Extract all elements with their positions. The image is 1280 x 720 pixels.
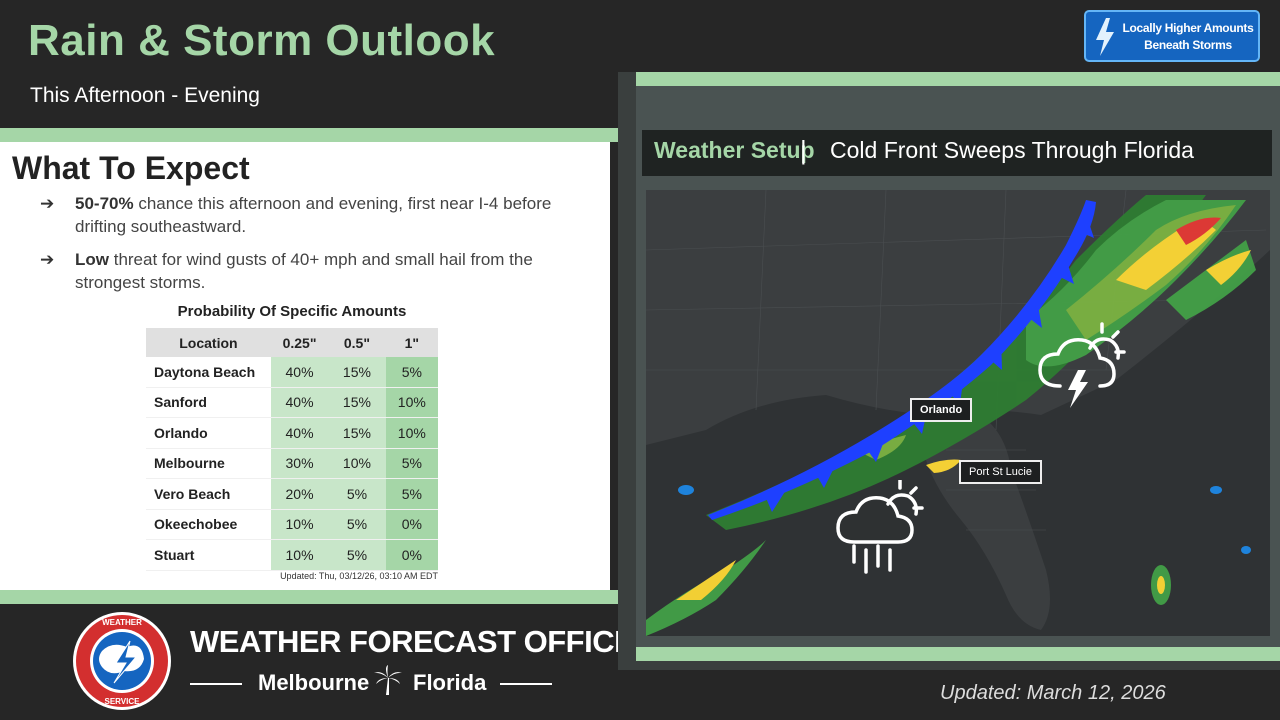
- prob-quarter-cell: 10%: [270, 539, 329, 571]
- nws-logo: WEATHER SERVICE: [73, 612, 171, 710]
- left-panel-bottom-stripe: [0, 590, 630, 604]
- prob-inch-cell: 10%: [385, 387, 438, 418]
- prob-half-cell: 5%: [328, 509, 386, 540]
- prob-quarter-cell: 40%: [270, 357, 329, 388]
- location-cell: Melbourne: [146, 448, 271, 479]
- office-title: WEATHER FORECAST OFFICE: [190, 624, 635, 659]
- section-title: What To Expect: [12, 150, 250, 186]
- bullet-text: chance this afternoon and evening, first…: [75, 194, 552, 236]
- probability-table: Location 0.25" 0.5" 1" Daytona Beach 40%…: [146, 328, 438, 571]
- badge-line-1: Locally Higher Amounts: [1122, 21, 1254, 35]
- weather-setup-label: Weather Setup: [654, 137, 815, 163]
- thunderstorm-icon: [1038, 322, 1126, 408]
- location-cell: Vero Beach: [146, 478, 271, 510]
- location-cell: Daytona Beach: [146, 357, 271, 388]
- prob-half-cell: 5%: [328, 539, 386, 571]
- location-cell: Sanford: [146, 387, 271, 418]
- column-header: 0.5": [328, 328, 386, 357]
- table-row: Daytona Beach 40% 15% 5%: [146, 357, 438, 388]
- table-header-row: Location 0.25" 0.5" 1": [146, 328, 438, 357]
- prob-half-cell: 15%: [328, 357, 386, 388]
- radar-map-graphic: [645, 189, 1270, 636]
- prob-half-cell: 15%: [328, 387, 386, 418]
- prob-inch-cell: 10%: [385, 417, 438, 449]
- weather-setup-bar: [642, 130, 1272, 176]
- palm-tree-icon: [374, 665, 402, 695]
- column-header: 1": [385, 328, 438, 357]
- column-header: 0.25": [270, 328, 329, 357]
- divider-line: [190, 683, 242, 685]
- divider-line: [500, 683, 552, 685]
- map-frame-top-stripe: [636, 72, 1280, 86]
- prob-quarter-cell: 10%: [270, 509, 329, 540]
- table-updated-note: Updated: Thu, 03/12/26, 03:10 AM EDT: [280, 571, 438, 581]
- radar-map: Orlando Port St Lucie: [645, 189, 1270, 636]
- bullet-emphasis: Low: [75, 250, 109, 269]
- location-cell: Orlando: [146, 417, 271, 449]
- office-city: Melbourne: [258, 670, 370, 695]
- table-row: Orlando 40% 15% 10%: [146, 417, 438, 449]
- prob-quarter-cell: 40%: [270, 387, 329, 418]
- office-state: Florida: [413, 670, 487, 695]
- bullet-emphasis: 50-70%: [75, 194, 134, 213]
- prob-half-cell: 5%: [328, 478, 386, 510]
- higher-amounts-badge: Locally Higher Amounts Beneath Storms: [1084, 10, 1260, 62]
- table-row: Sanford 40% 15% 10%: [146, 387, 438, 418]
- table-row: Melbourne 30% 10% 5%: [146, 448, 438, 479]
- prob-inch-cell: 5%: [385, 357, 438, 388]
- prob-inch-cell: 0%: [385, 539, 438, 571]
- expect-bullet: ➔ 50-70% chance this afternoon and eveni…: [40, 192, 600, 238]
- bullet-text: threat for wind gusts of 40+ mph and sma…: [75, 250, 533, 292]
- prob-quarter-cell: 20%: [270, 478, 329, 510]
- prob-quarter-cell: 30%: [270, 448, 329, 479]
- rain-shower-icon: [836, 480, 924, 574]
- prob-half-cell: 15%: [328, 417, 386, 449]
- table-row: Vero Beach 20% 5% 5%: [146, 478, 438, 510]
- page-subtitle: This Afternoon - Evening: [30, 84, 260, 107]
- setup-separator: |: [800, 135, 807, 165]
- column-header: Location: [146, 328, 271, 357]
- table-title: Probability Of Specific Amounts: [177, 303, 407, 320]
- expect-bullet: ➔ Low threat for wind gusts of 40+ mph a…: [40, 248, 600, 294]
- svg-text:WEATHER: WEATHER: [102, 618, 142, 627]
- svg-text:SERVICE: SERVICE: [105, 697, 141, 706]
- lightning-bolt-icon: [1096, 18, 1114, 56]
- location-cell: Stuart: [146, 539, 271, 571]
- weather-setup-description: Cold Front Sweeps Through Florida: [830, 137, 1194, 163]
- updated-date: Updated: March 12, 2026: [940, 682, 1166, 704]
- map-frame-bottom-stripe: [636, 647, 1280, 661]
- arrow-right-icon: ➔: [40, 250, 55, 269]
- prob-inch-cell: 5%: [385, 448, 438, 479]
- prob-half-cell: 10%: [328, 448, 386, 479]
- city-label-orlando: Orlando: [910, 398, 973, 422]
- table-row: Okeechobee 10% 5% 0%: [146, 509, 438, 540]
- page-title: Rain & Storm Outlook: [28, 16, 496, 65]
- table-row: Stuart 10% 5% 0%: [146, 539, 438, 571]
- prob-quarter-cell: 40%: [270, 417, 329, 449]
- city-label-port-st-lucie: Port St Lucie: [959, 460, 1042, 484]
- prob-inch-cell: 5%: [385, 478, 438, 510]
- left-panel-top-stripe: [0, 128, 630, 142]
- prob-inch-cell: 0%: [385, 509, 438, 540]
- arrow-right-icon: ➔: [40, 194, 55, 213]
- location-cell: Okeechobee: [146, 509, 271, 540]
- badge-line-2: Beneath Storms: [1144, 38, 1232, 52]
